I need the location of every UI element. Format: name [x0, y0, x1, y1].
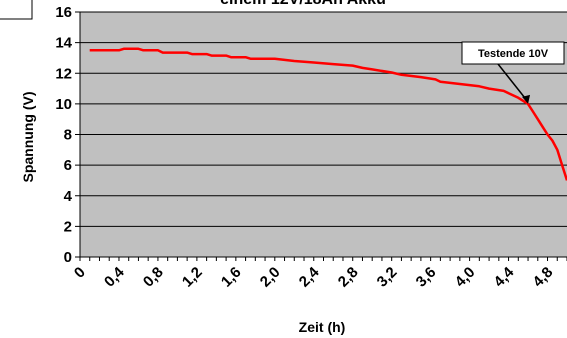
annotation-label: Testende 10V [478, 48, 549, 60]
y-tick-label: 6 [64, 157, 72, 174]
annotation: Testende 10V [461, 41, 565, 104]
y-axis-title: Spannung (V) [20, 92, 36, 183]
x-axis-title: Zeit (h) [299, 319, 346, 335]
annotation-arrow-line [497, 63, 529, 103]
x-tick-label: 4,0 [452, 264, 479, 291]
x-tick-label: 0 [71, 264, 89, 282]
y-tick-label: 4 [64, 188, 73, 205]
x-tick-label: 3,6 [413, 264, 440, 291]
series [89, 47, 567, 181]
y-tick-label: 0 [64, 249, 72, 266]
series-line [89, 47, 567, 181]
y-tick-label: 10 [55, 96, 72, 113]
x-tick-label: 2,8 [335, 264, 362, 291]
y-tick-label: 12 [55, 65, 72, 82]
y-tick-label: 14 [55, 35, 72, 52]
annotation-box [461, 41, 565, 65]
legend-box-fragment [0, 0, 33, 20]
x-axis-ticks: 0 0,4 0,8 1,2 1,6 2,0 2,4 2,8 3,2 3,6 4,0 4,4 4,8 [71, 257, 567, 291]
x-tick-label: 0,8 [140, 264, 167, 291]
y-axis-ticks: 0 2 4 6 8 10 12 14 16 [55, 4, 80, 266]
y-tick-label: 16 [55, 4, 72, 21]
y-tick-label: 8 [64, 127, 72, 144]
x-tick-label: 0,4 [101, 263, 128, 290]
chart-title: einem 12V/18Ah Akku [220, 0, 386, 8]
annotation-arrowhead [522, 94, 531, 104]
y-tick-label: 2 [64, 218, 72, 235]
x-tick-label: 2,4 [296, 263, 323, 290]
x-tick-label: 3,2 [374, 264, 401, 291]
x-tick-label: 2,0 [257, 264, 284, 291]
x-tick-label: 4,4 [491, 263, 518, 290]
x-tick-label: 1,6 [218, 264, 245, 291]
x-tick-label: 4,8 [530, 264, 557, 291]
x-tick-label: 1,2 [179, 264, 206, 291]
